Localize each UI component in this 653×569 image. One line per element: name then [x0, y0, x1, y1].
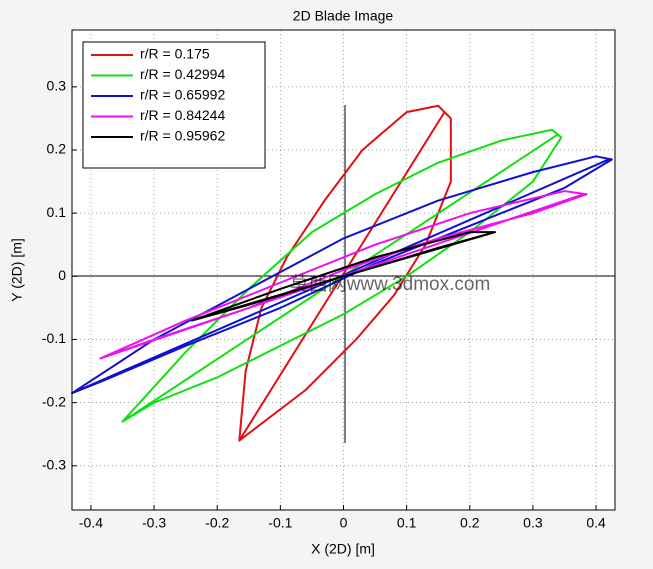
x-tick-label: 0.3: [523, 515, 543, 531]
x-tick-label: 0.1: [397, 515, 417, 531]
legend-label: r/R = 0.95962: [140, 128, 225, 144]
legend-label: r/R = 0.175: [140, 46, 210, 62]
y-tick-label: -0.2: [42, 393, 66, 409]
series-line: [121, 128, 563, 423]
chart-title: 2D Blade Image: [293, 8, 394, 24]
legend-label: r/R = 0.42994: [140, 66, 225, 82]
x-tick-label: 0: [340, 515, 348, 531]
x-tick-label: -0.4: [79, 515, 103, 531]
x-tick-label: -0.1: [268, 515, 292, 531]
series-line: [238, 104, 452, 442]
y-tick-label: -0.3: [42, 456, 66, 472]
watermark: 莫西网www.3dmox.com: [290, 273, 491, 295]
legend-label: r/R = 0.65992: [140, 87, 225, 103]
x-tick-label: -0.2: [205, 515, 229, 531]
plot-frame: [71, 29, 616, 511]
series-line: [99, 190, 588, 360]
x-tick-label: 0.2: [460, 515, 480, 531]
legend-box: [82, 41, 266, 169]
x-tick-label: -0.3: [142, 515, 166, 531]
x-tick-label: 0.4: [586, 515, 606, 531]
y-tick-label: 0: [58, 267, 66, 283]
legend-label: r/R = 0.84244: [140, 107, 225, 123]
series-line: [190, 231, 497, 322]
y-tick-label: 0.3: [47, 78, 67, 94]
y-axis-label: Y (2D) [m]: [9, 238, 25, 302]
y-tick-label: 0.1: [47, 204, 67, 220]
x-axis-label: X (2D) [m]: [311, 541, 375, 557]
y-tick-label: -0.1: [42, 330, 66, 346]
y-tick-label: 0.2: [47, 141, 67, 157]
series-line: [71, 155, 613, 395]
